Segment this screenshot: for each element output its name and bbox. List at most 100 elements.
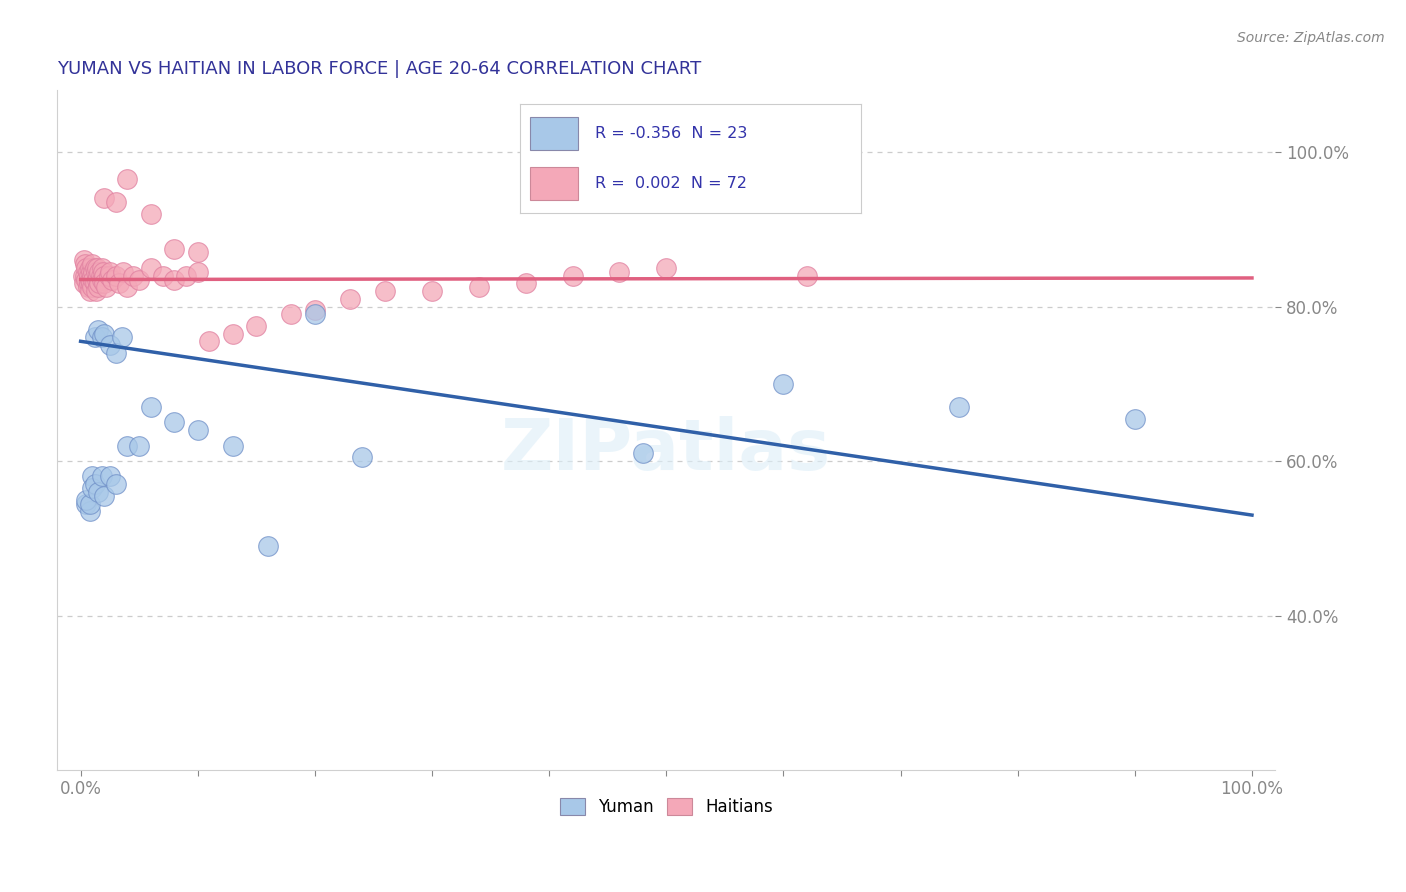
Point xyxy=(108,277,131,291)
Point xyxy=(96,280,118,294)
Point xyxy=(139,207,162,221)
Point xyxy=(93,277,115,291)
Point xyxy=(117,280,139,294)
Point xyxy=(90,260,112,275)
Point xyxy=(163,242,186,256)
Point xyxy=(93,268,115,283)
Point xyxy=(117,172,139,186)
Point xyxy=(90,469,112,483)
Point xyxy=(420,284,443,298)
Point xyxy=(304,303,326,318)
Point xyxy=(187,265,209,279)
Point xyxy=(631,446,654,460)
Point xyxy=(87,484,110,499)
Point xyxy=(245,318,267,333)
Point xyxy=(128,272,150,286)
Point xyxy=(350,450,373,465)
Point xyxy=(84,284,107,298)
Point xyxy=(73,253,96,268)
Point xyxy=(339,292,361,306)
Point xyxy=(187,245,209,260)
Point xyxy=(87,323,110,337)
Point xyxy=(117,439,139,453)
Point xyxy=(79,504,101,518)
Point xyxy=(89,268,111,283)
Point xyxy=(198,334,221,349)
Point xyxy=(111,265,134,279)
Point xyxy=(101,272,124,286)
Point xyxy=(82,481,104,495)
Point xyxy=(80,265,103,279)
Point xyxy=(139,400,162,414)
Point xyxy=(75,496,97,510)
Point xyxy=(76,265,98,279)
Point xyxy=(75,257,97,271)
Point xyxy=(139,260,162,275)
Point xyxy=(80,277,103,291)
Point xyxy=(86,260,108,275)
Point xyxy=(83,277,105,291)
Point xyxy=(374,284,396,298)
Point xyxy=(174,268,197,283)
Point xyxy=(163,416,186,430)
Point xyxy=(93,489,115,503)
Point xyxy=(222,326,245,341)
Point xyxy=(104,268,127,283)
Point xyxy=(77,277,100,291)
Point xyxy=(187,423,209,437)
Point xyxy=(561,268,583,283)
Point xyxy=(86,272,108,286)
Point xyxy=(82,272,104,286)
Point xyxy=(98,338,121,352)
Point xyxy=(104,195,127,210)
Point xyxy=(104,346,127,360)
Point xyxy=(93,191,115,205)
Point xyxy=(90,272,112,286)
Point xyxy=(83,260,105,275)
Point xyxy=(72,268,94,283)
Point xyxy=(75,268,97,283)
Point xyxy=(87,280,110,294)
Point xyxy=(304,307,326,321)
Point xyxy=(796,268,818,283)
Point xyxy=(76,280,98,294)
Point xyxy=(75,492,97,507)
Legend: Yuman, Haitians: Yuman, Haitians xyxy=(553,791,780,822)
Point xyxy=(82,469,104,483)
Point xyxy=(98,265,121,279)
Point xyxy=(772,376,794,391)
Point xyxy=(91,265,114,279)
Point xyxy=(280,307,302,321)
Point xyxy=(79,260,101,275)
Point xyxy=(82,265,104,279)
Point xyxy=(79,284,101,298)
Point xyxy=(110,330,132,344)
Point xyxy=(222,439,245,453)
Point xyxy=(152,268,174,283)
Point xyxy=(89,277,111,291)
Text: Source: ZipAtlas.com: Source: ZipAtlas.com xyxy=(1237,31,1385,45)
Point xyxy=(90,330,112,344)
Point xyxy=(515,277,537,291)
Point xyxy=(257,539,280,553)
Point xyxy=(77,268,100,283)
Point xyxy=(89,265,111,279)
Point xyxy=(93,326,115,341)
Point xyxy=(75,272,97,286)
Text: YUMAN VS HAITIAN IN LABOR FORCE | AGE 20-64 CORRELATION CHART: YUMAN VS HAITIAN IN LABOR FORCE | AGE 20… xyxy=(58,60,702,78)
Point xyxy=(1123,411,1146,425)
Point xyxy=(97,268,120,283)
Point xyxy=(468,280,491,294)
Text: ZIPatlas: ZIPatlas xyxy=(501,416,831,485)
Point xyxy=(84,265,107,279)
Point xyxy=(104,477,127,491)
Point xyxy=(79,272,101,286)
Point xyxy=(73,277,96,291)
Point xyxy=(655,260,678,275)
Point xyxy=(98,469,121,483)
Point xyxy=(75,260,97,275)
Point xyxy=(82,257,104,271)
Point xyxy=(79,496,101,510)
Point xyxy=(82,280,104,294)
Point xyxy=(948,400,970,414)
